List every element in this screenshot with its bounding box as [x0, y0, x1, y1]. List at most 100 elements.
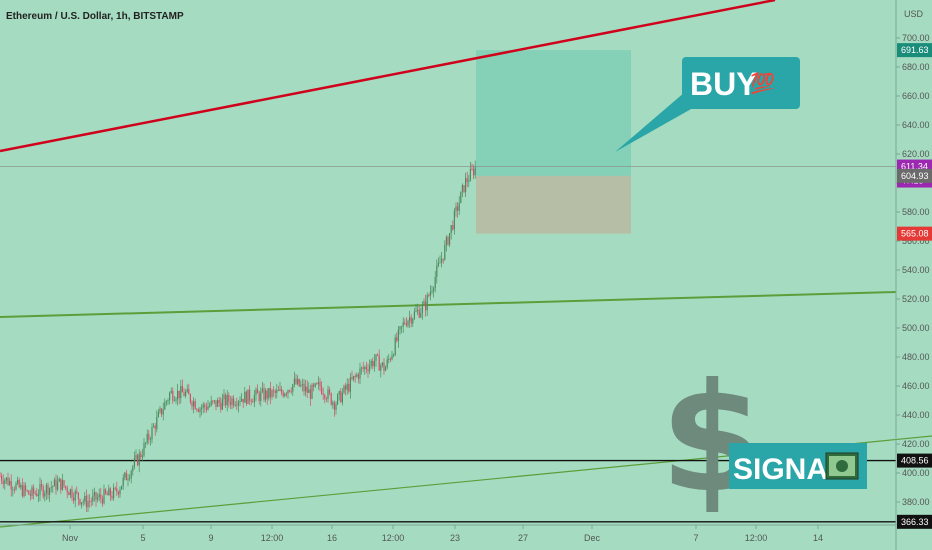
- candle-body: [252, 401, 254, 403]
- y-tick-label: 620.00: [902, 149, 930, 159]
- candle-body: [292, 384, 294, 392]
- candle-body: [226, 394, 228, 406]
- candle-body: [330, 393, 332, 405]
- y-tick-label: 640.00: [902, 120, 930, 130]
- x-tick-label: 12:00: [745, 533, 768, 543]
- candle-body: [434, 276, 436, 289]
- candle-body: [258, 393, 260, 401]
- candle-body: [245, 391, 247, 404]
- candle-body: [313, 384, 315, 387]
- candle-body: [199, 409, 201, 412]
- candle-body: [282, 392, 284, 397]
- candle-body: [111, 496, 113, 499]
- candle-body: [362, 367, 364, 369]
- profit-target-zone[interactable]: [476, 50, 631, 176]
- candle-body: [375, 354, 377, 361]
- candle-body: [386, 359, 388, 368]
- candle-body: [281, 389, 283, 393]
- candle-body: [370, 361, 372, 366]
- candle-body: [269, 387, 271, 397]
- x-tick-label: 27: [518, 533, 528, 543]
- candle-body: [431, 291, 433, 292]
- candle-body: [305, 386, 307, 392]
- candle-body: [426, 295, 428, 311]
- candle-body: [218, 400, 220, 403]
- candle-body: [361, 367, 363, 369]
- mid-trendline[interactable]: [0, 291, 897, 318]
- candle-body: [213, 400, 215, 402]
- candle-body: [372, 361, 374, 367]
- candle-body: [98, 494, 100, 498]
- candle-body: [154, 425, 156, 430]
- candle-body: [220, 402, 222, 410]
- y-tick-label: 420.00: [902, 439, 930, 449]
- candle-body: [327, 389, 329, 399]
- candle-body: [57, 481, 59, 490]
- candle-body: [151, 427, 153, 440]
- x-tick-label: Nov: [62, 533, 79, 543]
- candle-body: [36, 493, 38, 496]
- y-tick-label: 440.00: [902, 410, 930, 420]
- candle-body: [66, 487, 68, 493]
- candle-body: [129, 478, 131, 480]
- candle-body: [122, 477, 124, 486]
- candle-body: [210, 400, 212, 406]
- candle-body: [420, 312, 422, 318]
- candle-body: [417, 309, 419, 311]
- buy-emoji: 💯: [750, 71, 775, 95]
- candle-body: [92, 495, 94, 502]
- candle-body: [0, 475, 1, 477]
- candle-body: [100, 494, 102, 499]
- candle-body: [138, 453, 140, 466]
- candle-body: [31, 487, 33, 496]
- candle-body: [308, 389, 310, 393]
- candle-body: [337, 394, 339, 405]
- candle-body: [162, 409, 164, 415]
- candle-body: [23, 485, 25, 497]
- candle-body: [153, 425, 155, 428]
- x-tick-label: 9: [208, 533, 213, 543]
- candle-body: [271, 390, 273, 397]
- x-tick-label: 14: [813, 533, 823, 543]
- stop-loss-zone[interactable]: [476, 175, 631, 234]
- candle-body: [39, 484, 41, 495]
- candle-body: [15, 483, 17, 490]
- x-tick-label: 7: [693, 533, 698, 543]
- candle-body: [221, 399, 223, 410]
- price-badge-label: 611.34: [901, 162, 928, 172]
- candle-body: [356, 374, 358, 377]
- candle-body: [457, 206, 459, 211]
- chart-title: Ethereum / U.S. Dollar, 1h, BITSTAMP: [6, 11, 184, 22]
- candle-body: [161, 408, 163, 415]
- candle-body: [261, 388, 263, 392]
- resistance-trendline[interactable]: [0, 0, 776, 153]
- candle-body: [42, 486, 44, 497]
- candle-body: [116, 488, 118, 492]
- candle-body: [351, 377, 353, 380]
- candle-body: [266, 390, 268, 399]
- candle-body: [49, 488, 51, 495]
- candle-body: [50, 487, 52, 489]
- candle-body: [180, 386, 182, 399]
- candle-body: [229, 401, 231, 405]
- candle-body: [189, 394, 191, 403]
- candle-body: [437, 262, 439, 266]
- candle-body: [4, 480, 6, 485]
- candle-body: [145, 442, 147, 444]
- candle-body: [471, 168, 473, 170]
- candle-body: [121, 485, 123, 490]
- candle-body: [332, 402, 334, 405]
- candle-body: [233, 398, 235, 406]
- candle-body: [159, 408, 161, 413]
- candle-body: [322, 393, 324, 396]
- candle-body: [149, 439, 151, 441]
- candle-body: [295, 378, 297, 384]
- buy-callout: BUY 💯: [615, 57, 800, 152]
- candle-body: [412, 318, 414, 324]
- candle-body: [393, 354, 395, 356]
- candle-body: [397, 329, 399, 341]
- price-badge-label: 408.56: [901, 456, 929, 466]
- candle-body: [425, 301, 427, 311]
